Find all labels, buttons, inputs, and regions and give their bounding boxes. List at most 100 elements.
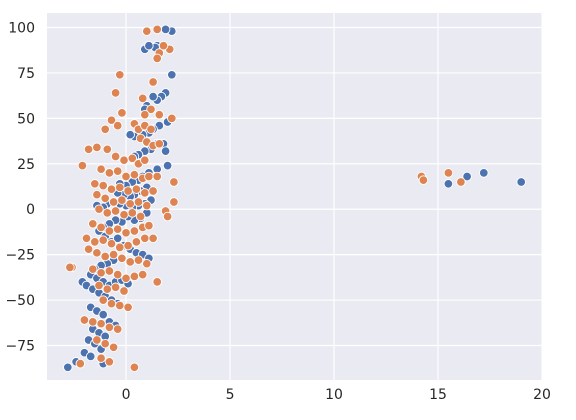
- scatter-point: [125, 199, 135, 209]
- scatter-point: [167, 70, 177, 80]
- scatter-point: [152, 53, 162, 64]
- y-tick-label: −75: [5, 338, 35, 354]
- scatter-point: [108, 249, 119, 260]
- scatter-point: [142, 200, 152, 211]
- scatter-point: [142, 258, 152, 269]
- x-tick-label: 5: [226, 387, 235, 403]
- scatter-point: [100, 251, 110, 262]
- scatter-point: [83, 244, 94, 254]
- scatter-point: [63, 362, 73, 373]
- scatter-point: [79, 315, 90, 325]
- scatter-point: [148, 77, 158, 87]
- scatter-point: [100, 193, 110, 204]
- scatter-point: [129, 271, 140, 282]
- y-tick-label: 75: [17, 66, 35, 82]
- scatter-point: [110, 282, 121, 293]
- scatter-point: [146, 104, 156, 115]
- scatter-point: [100, 338, 110, 349]
- scatter-point: [167, 113, 177, 124]
- scatter-point: [144, 220, 154, 231]
- scatter-point: [144, 40, 154, 51]
- scatter-point: [137, 93, 148, 104]
- scatter-point: [121, 273, 131, 284]
- scatter-point: [144, 171, 154, 182]
- scatter-point: [162, 160, 173, 171]
- scatter-point: [117, 253, 127, 264]
- scatter-point: [88, 264, 98, 274]
- scatter-point: [418, 175, 429, 185]
- scatter-point: [102, 144, 113, 155]
- scatter-point: [443, 179, 454, 189]
- scatter-point: [140, 109, 150, 120]
- scatter-point: [88, 219, 98, 229]
- scatter-point: [81, 233, 92, 244]
- scatter-point: [106, 115, 117, 125]
- scatter-point: [121, 171, 131, 182]
- scatter-point: [112, 120, 123, 131]
- scatter-point: [92, 189, 102, 200]
- scatter-point: [96, 353, 106, 363]
- scatter-point: [127, 208, 138, 218]
- data-points: [63, 24, 526, 373]
- scatter-point: [90, 179, 100, 189]
- scatter-point: [115, 242, 125, 253]
- scatter-point: [121, 228, 131, 238]
- scatter-point: [102, 284, 113, 294]
- scatter-point: [127, 153, 138, 164]
- scatter-point: [104, 322, 115, 333]
- scatter-point: [104, 168, 115, 178]
- scatter-point: [104, 357, 115, 367]
- scatter-point: [125, 257, 135, 267]
- y-tick-label: 50: [17, 111, 35, 127]
- scatter-point: [148, 233, 158, 244]
- y-tick-label: −25: [5, 248, 35, 264]
- scatter-point: [140, 188, 150, 198]
- scatter-point: [140, 233, 150, 244]
- scatter-point: [462, 171, 472, 182]
- scatter-point: [142, 26, 152, 36]
- scatter-point: [152, 24, 162, 35]
- scatter-point: [169, 197, 179, 207]
- scatter-point: [129, 362, 140, 373]
- scatter-point: [104, 226, 115, 236]
- scatter-point: [110, 88, 121, 98]
- scatter-point: [88, 317, 98, 327]
- scatter-point: [125, 129, 135, 140]
- scatter-point: [104, 266, 115, 276]
- scatter-point: [133, 255, 144, 265]
- scatter-point: [119, 155, 129, 165]
- scatter-point: [119, 209, 129, 220]
- scatter-point: [108, 342, 119, 353]
- scatter-point: [100, 124, 110, 135]
- scatter-point: [110, 151, 121, 162]
- scatter-point: [106, 184, 117, 194]
- scatter-point: [169, 177, 179, 187]
- x-tick-label: 10: [325, 387, 343, 403]
- scatter-point: [140, 155, 150, 165]
- scatter-point: [115, 300, 125, 311]
- scatter-point: [162, 211, 173, 222]
- scatter-point: [112, 224, 123, 234]
- scatter-point: [102, 208, 113, 218]
- scatter-point: [96, 164, 106, 174]
- x-tick-label: 15: [429, 387, 447, 403]
- scatter-point: [112, 233, 123, 244]
- y-tick-label: 100: [8, 21, 35, 37]
- scatter-point: [131, 237, 142, 247]
- scatter-point: [92, 248, 102, 258]
- scatter-point: [148, 91, 158, 102]
- scatter-point: [106, 298, 117, 309]
- scatter-point: [119, 286, 129, 296]
- scatter-point: [110, 206, 121, 216]
- scatter-point: [94, 204, 104, 214]
- y-axis-ticks: −75 −50 −25 0 25 50 75 100: [5, 21, 35, 355]
- scatter-point: [158, 40, 169, 51]
- y-tick-label: 25: [17, 157, 35, 173]
- scatter-point: [98, 235, 108, 245]
- scatter-point: [75, 358, 86, 369]
- scatter-point: [83, 144, 94, 155]
- scatter-point: [160, 24, 171, 35]
- scatter-point: [152, 171, 162, 182]
